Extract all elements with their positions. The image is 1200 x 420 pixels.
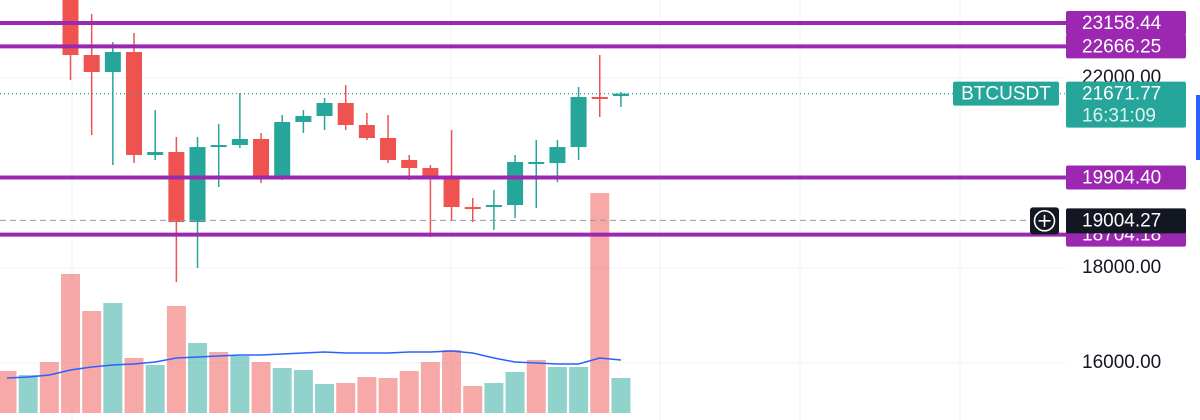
last-price-label: 21671.77 <box>1082 84 1161 105</box>
volume-bar <box>505 372 525 413</box>
level-label: 23158.44 <box>1082 13 1162 34</box>
candle-body <box>570 97 587 148</box>
volume-bar <box>230 356 250 413</box>
volume-bar <box>145 365 165 413</box>
volume-bar <box>18 375 38 413</box>
crosshair-label: 19004.27 <box>1082 210 1161 231</box>
candle-body <box>337 102 354 125</box>
volume-bar <box>547 367 567 413</box>
volume-bar <box>251 362 271 413</box>
volume-bar <box>0 371 17 413</box>
volume-bar <box>166 306 186 413</box>
y-tick-label: 18000.00 <box>1082 257 1161 278</box>
candle-body <box>380 138 397 160</box>
add-button[interactable] <box>1033 210 1056 232</box>
volume-bar <box>463 386 483 413</box>
candle-body <box>295 116 312 122</box>
countdown-label: 16:31:09 <box>1082 106 1156 127</box>
candle-body <box>62 0 79 56</box>
level-label-box <box>1066 165 1186 190</box>
volume-bar <box>39 362 59 413</box>
candle-body <box>189 147 206 223</box>
candle-body <box>591 97 608 100</box>
candle-body <box>231 139 248 146</box>
candle-body <box>104 52 121 73</box>
candle-body <box>549 147 566 164</box>
volume-ma-line <box>6 350 622 379</box>
candle-body <box>83 55 100 73</box>
volume-bar <box>272 368 292 413</box>
volume-bar <box>420 362 440 413</box>
candle-body <box>274 121 291 178</box>
level-label-box <box>1066 10 1186 35</box>
volume-bar <box>569 367 589 413</box>
volume-bar <box>293 370 313 413</box>
y-tick-label: 16000.00 <box>1082 352 1161 373</box>
candle-body <box>612 93 629 97</box>
level-label: 22666.25 <box>1082 36 1161 57</box>
candle-body <box>464 207 481 210</box>
candle-body <box>528 161 545 164</box>
candle-body <box>126 52 143 156</box>
candle-body <box>507 161 524 206</box>
candle-body <box>358 124 375 139</box>
candle-body <box>485 205 502 208</box>
volume-bar <box>378 378 398 413</box>
add-button-circle <box>1033 210 1056 232</box>
candle-body <box>401 160 418 169</box>
volume-bar <box>484 383 504 413</box>
volume-bar <box>103 303 123 413</box>
level-label-box <box>1066 34 1186 59</box>
volume-bar <box>611 378 631 413</box>
candle-body <box>147 152 164 156</box>
symbol-box <box>953 81 1059 106</box>
volume-bar <box>82 311 102 413</box>
candle-body <box>210 145 227 148</box>
add-button-plus <box>1038 214 1051 227</box>
candle-body <box>422 168 439 178</box>
crosshair-box <box>1066 208 1186 234</box>
volume-bar <box>61 274 81 413</box>
candle-body <box>443 177 460 208</box>
scroll-marker <box>1196 95 1200 160</box>
volume-bar <box>399 371 419 413</box>
volume-bar <box>188 343 208 413</box>
level-label: 19904.40 <box>1082 168 1161 189</box>
candle-body <box>168 152 185 223</box>
volume-bar <box>442 350 462 413</box>
candle-body <box>316 102 333 117</box>
volume-bar <box>209 352 229 413</box>
candle-body <box>253 139 270 178</box>
volume-bar <box>336 383 356 413</box>
volume-bar <box>315 384 335 413</box>
volume-bar <box>526 360 546 413</box>
symbol-label: BTCUSDT <box>961 84 1051 105</box>
volume-bar <box>357 377 377 413</box>
last-price-box <box>1066 81 1186 128</box>
volume-bar <box>124 358 144 413</box>
volume-bar <box>590 193 610 413</box>
